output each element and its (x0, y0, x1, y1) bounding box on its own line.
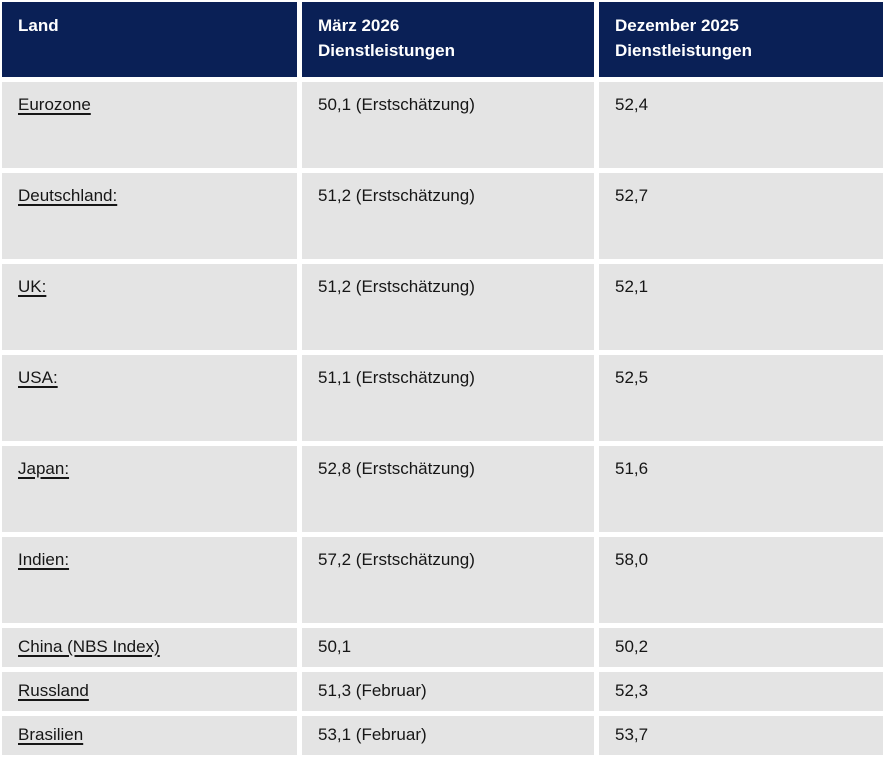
dec-2025-value-cell: 58,0 (599, 537, 883, 623)
dec-2025-value-cell: 51,6 (599, 446, 883, 532)
country-cell: Japan: (2, 446, 297, 532)
table-row-indien: Indien: 57,2 (Erstschätzung) 58,0 (2, 537, 883, 623)
column-header-dezember-2025: Dezember 2025 Dienstleistungen (599, 2, 883, 77)
mar-2026-value-cell: 50,1 (302, 628, 594, 667)
dec-2025-value-cell: 53,7 (599, 716, 883, 755)
country-cell: Eurozone (2, 82, 297, 168)
mar-2026-value-cell: 51,1 (Erstschätzung) (302, 355, 594, 441)
country-link[interactable]: Deutschland: (18, 186, 118, 205)
column-header-label: März 2026 (318, 16, 400, 35)
mar-2026-value-cell: 50,1 (Erstschätzung) (302, 82, 594, 168)
country-link[interactable]: China (NBS Index) (18, 637, 160, 656)
country-cell: China (NBS Index) (2, 628, 297, 667)
table-row-deutschland: Deutschland: 51,2 (Erstschätzung) 52,7 (2, 173, 883, 259)
table-row-china: China (NBS Index) 50,1 50,2 (2, 628, 883, 667)
mar-2026-value-cell: 51,2 (Erstschätzung) (302, 264, 594, 350)
mar-2026-value-cell: 52,8 (Erstschätzung) (302, 446, 594, 532)
dec-2025-value-cell: 52,1 (599, 264, 883, 350)
column-header-maerz-2026: März 2026 Dienstleistungen (302, 2, 594, 77)
dec-2025-value-cell: 52,5 (599, 355, 883, 441)
table-row-russland: Russland 51,3 (Februar) 52,3 (2, 672, 883, 711)
dec-2025-value-cell: 50,2 (599, 628, 883, 667)
country-cell: Brasilien (2, 716, 297, 755)
country-link[interactable]: USA: (18, 368, 58, 387)
dec-2025-value-cell: 52,7 (599, 173, 883, 259)
mar-2026-value-cell: 57,2 (Erstschätzung) (302, 537, 594, 623)
column-header-label-line2: Dienstleistungen (318, 41, 455, 60)
country-cell: USA: (2, 355, 297, 441)
column-header-label: Land (18, 16, 59, 35)
dec-2025-value-cell: 52,3 (599, 672, 883, 711)
table-row-japan: Japan: 52,8 (Erstschätzung) 51,6 (2, 446, 883, 532)
table-row-brasilien: Brasilien 53,1 (Februar) 53,7 (2, 716, 883, 755)
country-link[interactable]: UK: (18, 277, 47, 296)
mar-2026-value-cell: 53,1 (Februar) (302, 716, 594, 755)
column-header-land: Land (2, 2, 297, 77)
column-header-label: Dezember 2025 (615, 16, 739, 35)
country-link[interactable]: Eurozone (18, 95, 91, 114)
country-cell: Deutschland: (2, 173, 297, 259)
table-row-uk: UK: 51,2 (Erstschätzung) 52,1 (2, 264, 883, 350)
table-row-eurozone: Eurozone 50,1 (Erstschätzung) 52,4 (2, 82, 883, 168)
column-header-label-line2: Dienstleistungen (615, 41, 752, 60)
country-link[interactable]: Indien: (18, 550, 70, 569)
country-link[interactable]: Japan: (18, 459, 70, 478)
mar-2026-value-cell: 51,2 (Erstschätzung) (302, 173, 594, 259)
table-row-usa: USA: 51,1 (Erstschätzung) 52,5 (2, 355, 883, 441)
header-row: Land März 2026 Dienstleistungen Dezember… (2, 2, 883, 77)
dec-2025-value-cell: 52,4 (599, 82, 883, 168)
country-link[interactable]: Russland (18, 681, 89, 700)
country-cell: UK: (2, 264, 297, 350)
mar-2026-value-cell: 51,3 (Februar) (302, 672, 594, 711)
country-link[interactable]: Brasilien (18, 725, 84, 744)
country-cell: Russland (2, 672, 297, 711)
country-cell: Indien: (2, 537, 297, 623)
